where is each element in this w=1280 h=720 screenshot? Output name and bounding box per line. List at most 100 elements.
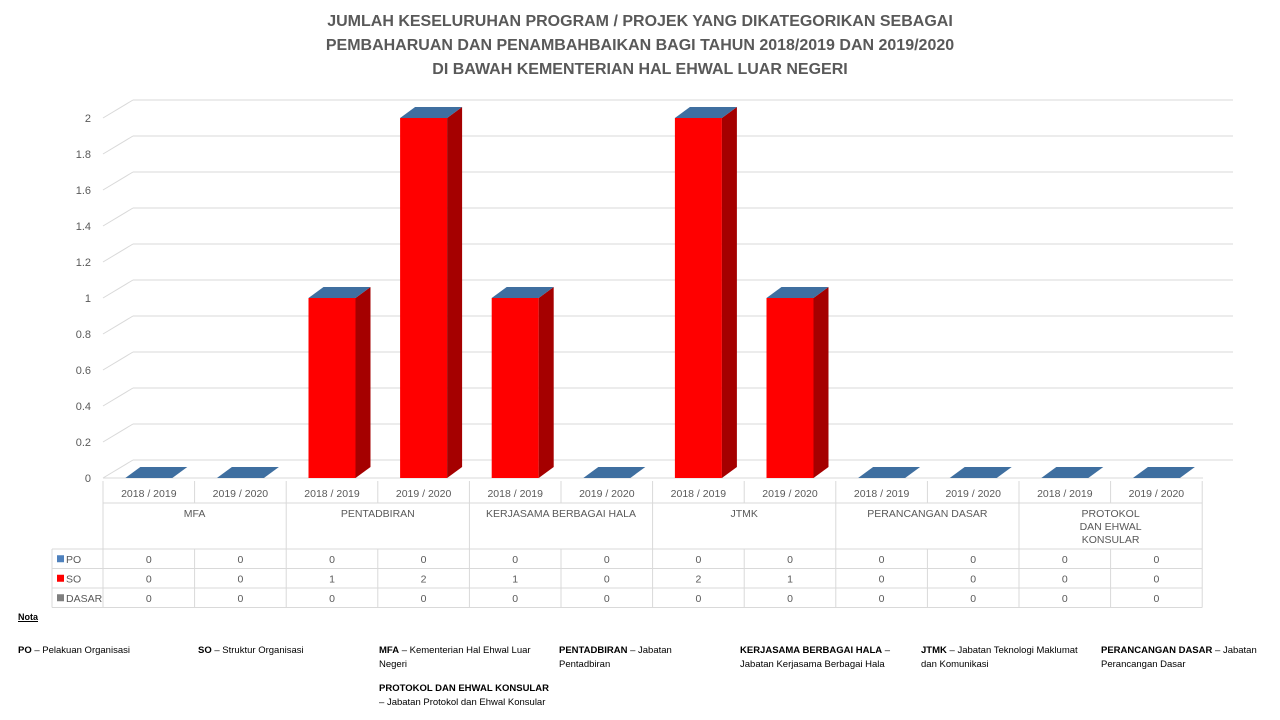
y-tick-label: 1.4 (76, 221, 91, 233)
gridline-depth (102, 351, 134, 371)
legend-swatch (57, 594, 64, 602)
bar-so-side (447, 107, 463, 478)
note-text: Struktur Organisasi (222, 645, 304, 656)
table-cell-value: 0 (512, 554, 518, 566)
gridline-depth (102, 207, 134, 227)
table-cell-value: 0 (604, 573, 610, 585)
note-text: Jabatan Protokol dan Ehwal Konsular (386, 697, 546, 708)
note-text: Jabatan Teknologi Maklumat dan Komunikas… (921, 645, 1078, 670)
legend-label: PO (66, 554, 81, 566)
table-cell-value: 0 (512, 593, 518, 605)
note-key: MFA (379, 645, 400, 656)
table-cell-value: 0 (329, 554, 335, 566)
table-cell-value: 0 (787, 554, 793, 566)
note-text: Kementerian Hal Ehwal Luar Negeri (379, 645, 531, 670)
gridline-depth (102, 135, 134, 155)
table-cell-value: 0 (879, 554, 885, 566)
table-cell-value: 0 (695, 554, 701, 566)
note-key: SO (198, 645, 212, 656)
chart-title-line: DI BAWAH KEMENTERIAN HAL EHWAL LUAR NEGE… (432, 61, 848, 78)
y-tick-label: 1.2 (76, 257, 91, 269)
chart-title-line: JUMLAH KESELURUHAN PROGRAM / PROJEK YANG… (327, 13, 953, 30)
bar-so (674, 118, 722, 478)
bar-so-side (355, 287, 371, 478)
bar-so-side (721, 107, 737, 478)
group-label: JTMK (730, 508, 757, 520)
table-cell-value: 0 (1062, 573, 1068, 585)
legend-swatch (57, 574, 64, 582)
x-tick-label: 2019 / 2020 (213, 488, 269, 500)
table-cell-value: 0 (970, 573, 976, 585)
y-tick-label: 1 (85, 293, 91, 305)
table-cell-value: 0 (421, 593, 427, 605)
table-cell-value: 2 (695, 573, 701, 585)
table-cell-value: 2 (421, 573, 427, 585)
table-cell-value: 0 (1062, 593, 1068, 605)
gridline-depth (102, 315, 134, 335)
table-cell-value: 0 (146, 593, 152, 605)
table-cell-value: 0 (787, 593, 793, 605)
table-cell-value: 0 (695, 593, 701, 605)
x-tick-label: 2018 / 2019 (854, 488, 910, 500)
bar-so-side (538, 287, 554, 478)
note-key: JTMK (921, 645, 947, 656)
x-tick-label: 2018 / 2019 (487, 488, 543, 500)
note-text: Pelakuan Organisasi (42, 645, 130, 656)
table-cell-value: 0 (604, 554, 610, 566)
gridline-depth (102, 459, 134, 479)
group-label: PROTOKOL (1082, 508, 1140, 520)
bar-so-top (308, 287, 371, 298)
note-protokol: PROTOKOL DAN EHWAL KONSULAR – Jabatan Pr… (379, 683, 549, 708)
note-key: PO (18, 645, 32, 656)
bar-zero (1132, 467, 1195, 478)
table-cell-value: 0 (329, 593, 335, 605)
x-tick-label: 2018 / 2019 (304, 488, 360, 500)
table-cell-value: 0 (237, 573, 243, 585)
y-tick-label: 0.6 (76, 365, 91, 377)
bar-so (308, 298, 356, 478)
x-tick-label: 2018 / 2019 (1037, 488, 1093, 500)
x-tick-label: 2018 / 2019 (671, 488, 727, 500)
y-tick-label: 0.4 (76, 401, 91, 413)
table-cell-value: 0 (1153, 554, 1159, 566)
y-tick-label: 1.6 (76, 185, 91, 197)
gridline-depth (102, 99, 134, 119)
gridline-depth (102, 279, 134, 299)
y-tick-label: 2 (85, 113, 91, 125)
bar-so-side (813, 287, 829, 478)
note-key: KERJASAMA BERBAGAI HALA (740, 645, 883, 656)
x-tick-label: 2019 / 2020 (762, 488, 818, 500)
x-tick-label: 2019 / 2020 (396, 488, 452, 500)
table-cell-value: 0 (1153, 573, 1159, 585)
note-text: Jabatan Kerjasama Berbagai Hala (740, 659, 885, 670)
table-cell-value: 1 (512, 573, 518, 585)
group-label: KONSULAR (1082, 534, 1140, 546)
note-po: PO – Pelakuan Organisasi (18, 645, 130, 656)
y-tick-label: 0 (85, 473, 91, 485)
y-tick-label: 1.8 (76, 149, 91, 161)
bar-zero (949, 467, 1012, 478)
table-cell-value: 0 (146, 573, 152, 585)
bar-zero (583, 467, 646, 478)
note-mfa: MFA – Kementerian Hal Ehwal Luar Negeri (379, 645, 531, 670)
bar-so (400, 118, 448, 478)
gridline-depth (102, 171, 134, 191)
table-cell-value: 1 (329, 573, 335, 585)
x-tick-label: 2019 / 2020 (1129, 488, 1185, 500)
table-cell-value: 0 (970, 554, 976, 566)
bar-so-top (766, 287, 829, 298)
x-tick-label: 2019 / 2020 (945, 488, 1001, 500)
notes-heading: Nota (18, 612, 38, 622)
note-key: PENTADBIRAN (559, 645, 628, 656)
legend-label: SO (66, 573, 81, 585)
group-label: KERJASAMA BERBAGAI HALA (486, 508, 636, 520)
table-cell-value: 0 (879, 573, 885, 585)
note-pentadbiran: PENTADBIRAN – Jabatan Pentadbiran (559, 645, 672, 670)
table-cell-value: 0 (1062, 554, 1068, 566)
chart-title-line: PEMBAHARUAN DAN PENAMBAHBAIKAN BAGI TAHU… (325, 37, 955, 54)
note-text: Jabatan Perancangan Dasar (1101, 645, 1257, 670)
bar-zero (1041, 467, 1104, 478)
bar-so (491, 298, 539, 478)
table-cell-value: 0 (879, 593, 885, 605)
